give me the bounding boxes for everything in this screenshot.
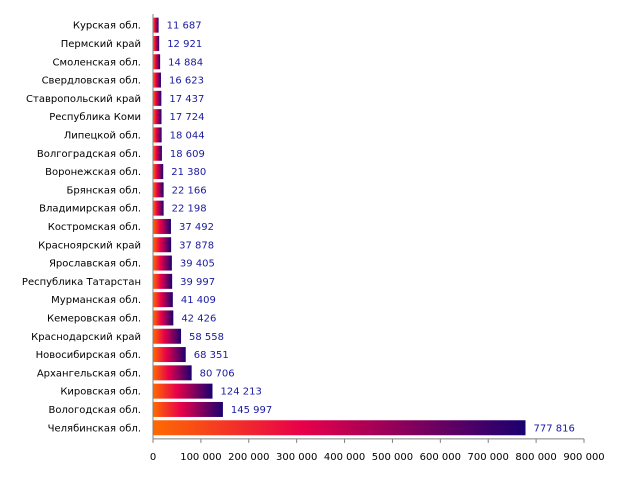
- value-label: 22 166: [172, 185, 207, 196]
- value-label: 37 878: [179, 240, 214, 251]
- category-label: Владимирская обл.: [39, 204, 141, 215]
- bar: [153, 54, 161, 70]
- x-tick-label: 400 000: [324, 452, 365, 463]
- bar: [153, 109, 162, 125]
- category-label: Свердловская обл.: [42, 76, 141, 87]
- value-label: 777 816: [533, 423, 574, 434]
- bar: [153, 237, 172, 253]
- category-label: Республика Татарстан: [22, 277, 141, 288]
- category-label: Вологодская обл.: [49, 405, 142, 416]
- bar: [153, 255, 172, 271]
- bar: [153, 401, 223, 417]
- category-label: Челябинская обл.: [48, 423, 141, 434]
- value-label: 145 997: [231, 405, 272, 416]
- bar: [153, 328, 182, 344]
- category-labels: Курская обл. Пермский край Смоленская обл.…: [22, 21, 141, 435]
- bar: [153, 145, 162, 161]
- value-label: 124 213: [220, 387, 261, 398]
- category-label: Мурманская обл.: [51, 295, 141, 306]
- value-label: 21 380: [171, 167, 206, 178]
- value-label: 39 405: [180, 259, 215, 270]
- x-tick-label: 200 000: [228, 452, 269, 463]
- x-tick-label: 600 000: [420, 452, 461, 463]
- category-label: Краснодарский край: [31, 332, 141, 343]
- category-label: Ставропольский край: [26, 94, 141, 105]
- value-label: 68 351: [194, 350, 229, 361]
- value-label: 14 884: [168, 57, 203, 68]
- bar: [153, 292, 173, 308]
- category-label: Пермский край: [61, 39, 141, 50]
- category-label: Новосибирская обл.: [36, 350, 141, 361]
- value-label: 11 687: [167, 21, 202, 32]
- bar: [153, 420, 526, 436]
- value-label: 12 921: [167, 39, 202, 50]
- value-label: 42 426: [181, 313, 216, 324]
- value-label: 16 623: [169, 76, 204, 87]
- value-label: 37 492: [179, 222, 214, 233]
- category-label: Брянская обл.: [67, 185, 141, 196]
- bar: [153, 218, 171, 234]
- bar: [153, 35, 160, 51]
- bar: [153, 127, 162, 143]
- bar: [153, 347, 186, 363]
- value-labels: 11 687 12 921 14 884 16 623 17 437 17 724 18 0…: [167, 21, 575, 435]
- value-label: 22 198: [172, 204, 207, 215]
- x-tick-label: 700 000: [468, 452, 509, 463]
- x-axis: 0 100 000 200 000 300 000 400 000 500 000 600 …: [150, 14, 605, 463]
- bar: [153, 200, 164, 216]
- category-label: Красноярский край: [38, 240, 141, 251]
- x-tick-label: 500 000: [372, 452, 413, 463]
- x-tick-label: 300 000: [276, 452, 317, 463]
- value-label: 18 044: [170, 130, 205, 141]
- value-label: 41 409: [181, 295, 216, 306]
- value-label: 80 706: [200, 368, 235, 379]
- category-label: Костромская обл.: [48, 222, 141, 233]
- value-label: 58 558: [189, 332, 224, 343]
- category-label: Липецкой обл.: [64, 130, 141, 141]
- bar: [153, 72, 161, 88]
- bar: [153, 310, 174, 326]
- value-label: 17 437: [169, 94, 204, 105]
- category-label: Архангельская обл.: [37, 368, 141, 379]
- x-tick-label: 800 000: [515, 452, 556, 463]
- value-label: 39 997: [180, 277, 215, 288]
- category-label: Волгоградская обл.: [37, 149, 141, 160]
- x-tick-label: 0: [150, 452, 156, 463]
- bar: [153, 90, 162, 106]
- category-label: Республика Коми: [49, 112, 141, 123]
- x-tick-label: 100 000: [180, 452, 221, 463]
- bar: [153, 182, 164, 198]
- category-label: Кировская обл.: [60, 387, 141, 398]
- bar: [153, 273, 173, 289]
- value-label: 18 609: [170, 149, 205, 160]
- x-tick-label: 900 000: [563, 452, 604, 463]
- category-label: Кемеровская обл.: [47, 313, 141, 324]
- category-label: Смоленская обл.: [53, 57, 141, 68]
- bar: [153, 383, 213, 399]
- category-label: Воронежская обл.: [45, 167, 141, 178]
- bar: [153, 17, 159, 33]
- value-label: 17 724: [169, 112, 204, 123]
- category-label: Курская обл.: [73, 21, 141, 32]
- category-label: Ярославская обл.: [49, 259, 141, 270]
- bars-group: [153, 17, 526, 436]
- bar: [153, 365, 192, 381]
- bar: [153, 164, 164, 180]
